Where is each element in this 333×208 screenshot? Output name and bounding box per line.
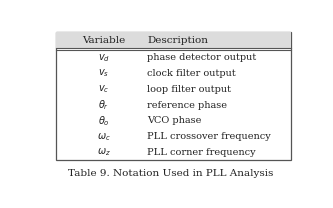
Text: $\theta_r$: $\theta_r$	[98, 98, 109, 112]
Text: reference phase: reference phase	[148, 100, 227, 110]
Text: PLL corner frequency: PLL corner frequency	[148, 148, 256, 157]
Text: phase detector output: phase detector output	[148, 53, 257, 62]
Text: $\omega_c$: $\omega_c$	[97, 131, 111, 142]
Text: loop filter output: loop filter output	[148, 85, 231, 94]
Text: $v_s$: $v_s$	[98, 68, 109, 79]
Text: $\theta_o$: $\theta_o$	[98, 114, 110, 128]
Text: Description: Description	[148, 36, 208, 45]
Text: $\omega_z$: $\omega_z$	[97, 146, 111, 158]
Text: $v_c$: $v_c$	[98, 83, 109, 95]
Text: Table 9. Notation Used in PLL Analysis: Table 9. Notation Used in PLL Analysis	[68, 169, 273, 178]
Bar	[56, 32, 291, 160]
Text: Variable: Variable	[82, 36, 125, 45]
Text: VCO phase: VCO phase	[148, 116, 202, 125]
Text: $v_d$: $v_d$	[98, 52, 110, 64]
Bar	[56, 32, 291, 48]
Text: clock filter output: clock filter output	[148, 69, 236, 78]
Text: PLL crossover frequency: PLL crossover frequency	[148, 132, 271, 141]
